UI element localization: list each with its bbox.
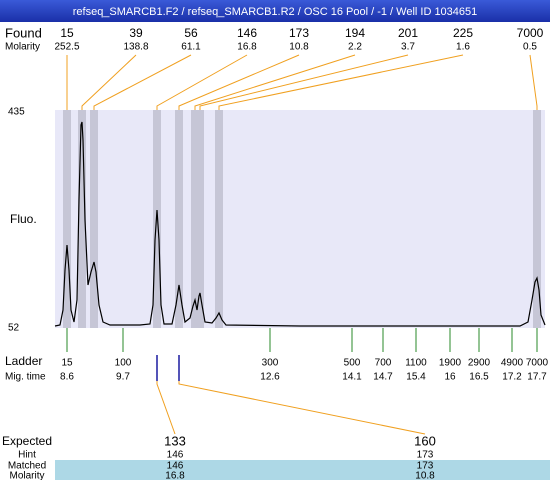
expected-size: 160: [414, 433, 436, 448]
found-size: 15: [60, 26, 74, 40]
found-molarity: 61.1: [181, 42, 201, 53]
peak-connector: [199, 54, 409, 110]
peak-connector: [218, 54, 464, 110]
y-top-label: 435: [8, 107, 25, 118]
ladder-size: 100: [115, 358, 132, 369]
peak-connector: [81, 54, 137, 110]
found-size: 173: [289, 26, 309, 40]
ladder-size: 15: [61, 358, 73, 369]
peak-band: [215, 110, 223, 328]
match-connector: [178, 381, 426, 435]
found-molarity: 0.5: [523, 42, 537, 53]
ladder-label: Ladder: [5, 354, 42, 368]
matched-size: 173: [417, 461, 434, 472]
found-molarity: 252.5: [54, 42, 79, 53]
mig-time: 16: [444, 372, 456, 383]
ladder-size: 700: [375, 358, 392, 369]
peak-band: [191, 110, 199, 328]
peak-band: [175, 110, 183, 328]
header-bar: [0, 0, 550, 22]
found-size: 39: [129, 26, 143, 40]
mig-time: 14.1: [342, 372, 362, 383]
ladder-size: 4900: [501, 358, 524, 369]
found-size: 56: [184, 26, 198, 40]
ladder-size: 2900: [468, 358, 491, 369]
trace: [54, 121, 546, 327]
found-molarity: 10.8: [289, 42, 309, 53]
matched-band: [55, 460, 550, 480]
peak-band: [196, 110, 204, 328]
mig-time: 8.6: [60, 372, 74, 383]
ladder-size: 500: [344, 358, 361, 369]
hint-label: Hint: [18, 450, 36, 461]
peak-connector: [194, 54, 356, 110]
ladder-size: 7000: [526, 358, 549, 369]
peak-band: [533, 110, 541, 328]
found-label: Found: [5, 25, 42, 40]
matched-molarity: 10.8: [415, 471, 435, 480]
mig-time: 9.7: [116, 372, 130, 383]
found-molarity: 138.8: [123, 42, 148, 53]
mig-time: 17.2: [502, 372, 522, 383]
peak-connector: [156, 54, 248, 110]
ladder-size: 1900: [439, 358, 462, 369]
mig-time: 15.4: [406, 372, 426, 383]
ladder-size: 1100: [405, 358, 427, 369]
found-molarity: 1.6: [456, 42, 470, 53]
peak-connector: [529, 54, 538, 110]
found-size: 7000: [517, 26, 544, 40]
mig-time: 16.5: [469, 372, 489, 383]
hint-size: 146: [167, 450, 184, 461]
found-size: 225: [453, 26, 473, 40]
molarity-label: Molarity: [9, 471, 44, 480]
matched-size: 146: [167, 461, 184, 472]
plot-area: [55, 110, 545, 328]
found-molarity: 16.8: [237, 42, 257, 53]
found-size: 201: [398, 26, 418, 40]
found-size: 194: [345, 26, 365, 40]
matched-label: Matched: [8, 461, 46, 472]
molarity-label: Molarity: [5, 42, 40, 53]
ladder-size: 300: [262, 358, 279, 369]
header-title: refseq_SMARCB1.F2 / refseq_SMARCB1.R2 / …: [73, 6, 478, 18]
peak-band: [63, 110, 71, 328]
expected-label: Expected: [2, 434, 52, 448]
peak-connector: [178, 54, 300, 110]
y-bottom-label: 52: [8, 323, 20, 334]
matched-molarity: 16.8: [165, 471, 185, 480]
peak-connector: [93, 54, 192, 110]
peak-band: [90, 110, 98, 328]
hint-size: 173: [417, 450, 434, 461]
found-size: 146: [237, 26, 257, 40]
expected-size: 133: [164, 433, 186, 448]
mig-time-label: Mig. time: [5, 372, 46, 383]
found-molarity: 2.2: [348, 42, 362, 53]
mig-time: 14.7: [373, 372, 393, 383]
mig-time: 12.6: [260, 372, 280, 383]
match-connector: [156, 381, 176, 435]
mig-time: 17.7: [527, 372, 547, 383]
found-molarity: 3.7: [401, 42, 415, 53]
peak-band: [78, 110, 86, 328]
y-axis-label: Fluo.: [10, 212, 37, 226]
